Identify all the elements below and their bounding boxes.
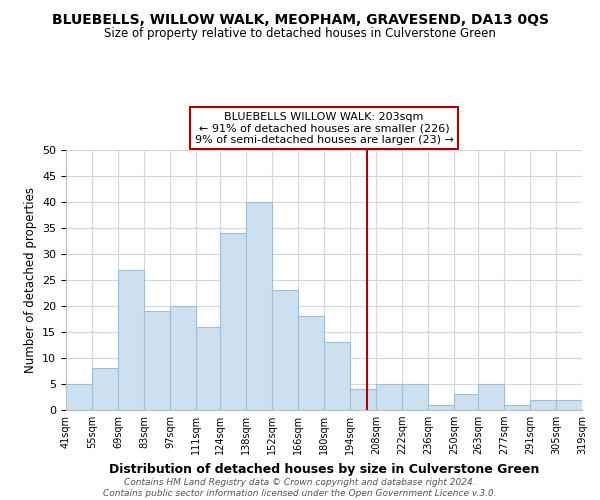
Bar	[272, 290, 298, 410]
Text: BLUEBELLS, WILLOW WALK, MEOPHAM, GRAVESEND, DA13 0QS: BLUEBELLS, WILLOW WALK, MEOPHAM, GRAVESE…	[52, 12, 548, 26]
X-axis label: Distribution of detached houses by size in Culverstone Green: Distribution of detached houses by size …	[109, 462, 539, 475]
Text: Contains HM Land Registry data © Crown copyright and database right 2024.
Contai: Contains HM Land Registry data © Crown c…	[103, 478, 497, 498]
Bar	[454, 394, 478, 410]
Bar	[530, 400, 556, 410]
Bar	[170, 306, 196, 410]
Text: Size of property relative to detached houses in Culverstone Green: Size of property relative to detached ho…	[104, 28, 496, 40]
Bar	[324, 342, 350, 410]
Bar	[556, 400, 582, 410]
Text: BLUEBELLS WILLOW WALK: 203sqm
← 91% of detached houses are smaller (226)
9% of s: BLUEBELLS WILLOW WALK: 203sqm ← 91% of d…	[194, 112, 454, 145]
Bar	[118, 270, 144, 410]
Y-axis label: Number of detached properties: Number of detached properties	[23, 187, 37, 373]
Bar	[504, 405, 530, 410]
Bar	[478, 384, 504, 410]
Bar	[428, 405, 454, 410]
Bar	[66, 384, 92, 410]
Bar	[350, 389, 376, 410]
Bar	[402, 384, 428, 410]
Bar	[220, 233, 246, 410]
Bar	[376, 384, 402, 410]
Bar	[298, 316, 324, 410]
Bar	[92, 368, 118, 410]
Bar	[246, 202, 272, 410]
Bar	[196, 327, 220, 410]
Bar	[144, 311, 170, 410]
